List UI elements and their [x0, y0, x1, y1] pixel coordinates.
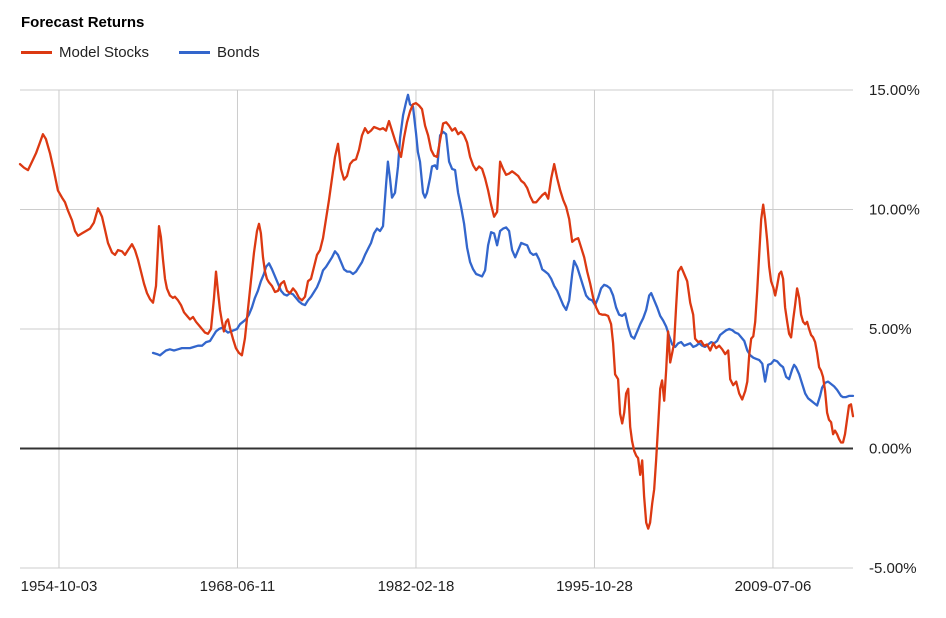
y-axis-label: 0.00% [869, 441, 912, 458]
x-axis-label: 1982-02-18 [378, 578, 455, 595]
legend-swatch-model-stocks [21, 51, 52, 54]
legend: Model Stocks Bonds [21, 44, 260, 61]
x-axis-label: 1968-06-11 [200, 578, 276, 595]
legend-swatch-bonds [179, 51, 211, 54]
chart-title: Forecast Returns [21, 14, 145, 31]
legend-item-model-stocks: Model Stocks [21, 44, 149, 61]
legend-item-bonds: Bonds [179, 44, 260, 61]
x-axis-label: 1995-10-28 [556, 578, 633, 595]
series-line-model-stocks [18, 101, 855, 530]
y-axis-label: -5.00% [869, 560, 917, 577]
legend-label-bonds: Bonds [217, 44, 260, 61]
y-axis-label: 5.00% [869, 321, 912, 338]
x-axis-label: 1954-10-03 [21, 578, 98, 595]
y-axis-label: 10.00% [869, 202, 920, 219]
y-axis-label: 15.00% [869, 82, 920, 99]
x-axis-label: 2009-07-06 [735, 578, 812, 595]
series-line-bonds [151, 93, 855, 407]
legend-label-model-stocks: Model Stocks [59, 44, 150, 61]
